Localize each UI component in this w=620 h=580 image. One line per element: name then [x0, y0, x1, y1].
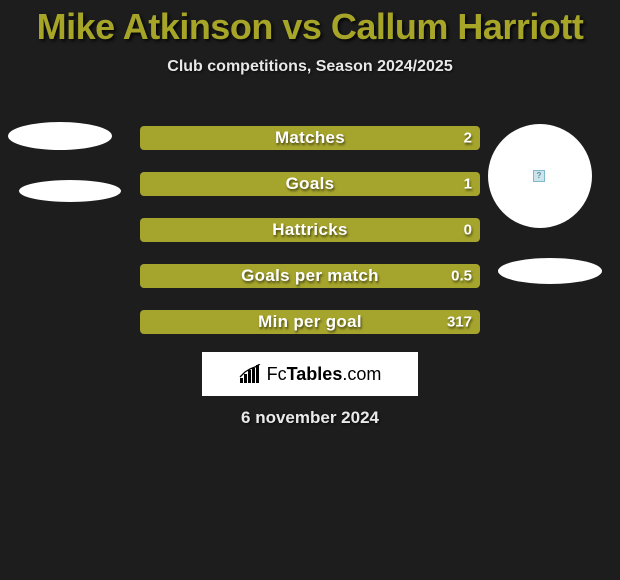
bar-label: Goals [140, 174, 480, 194]
decorative-ellipse [19, 180, 121, 202]
bars-icon [239, 364, 263, 384]
logo-text-bold: Tables [287, 364, 343, 384]
bar-label: Goals per match [140, 266, 480, 286]
decorative-ellipse [8, 122, 112, 150]
bar-label: Matches [140, 128, 480, 148]
bar-value-right: 0.5 [451, 268, 472, 285]
bar-label: Hattricks [140, 220, 480, 240]
bar-value-right: 1 [464, 176, 472, 193]
comparison-bars: Matches2Goals1Hattricks0Goals per match0… [140, 126, 480, 356]
stat-bar: Goals per match0.5 [140, 264, 480, 288]
stat-bar: Matches2 [140, 126, 480, 150]
bar-value-right: 317 [447, 314, 472, 331]
decorative-ellipse [498, 258, 602, 284]
logo-text: FcTables.com [267, 364, 382, 385]
date-text: 6 november 2024 [0, 408, 620, 428]
page-subtitle: Club competitions, Season 2024/2025 [0, 58, 620, 76]
logo-text-post: .com [342, 364, 381, 384]
bar-label: Min per goal [140, 312, 480, 332]
bar-value-right: 0 [464, 222, 472, 239]
stat-bar: Min per goal317 [140, 310, 480, 334]
fctables-logo: FcTables.com [202, 352, 418, 396]
logo-text-pre: Fc [267, 364, 287, 384]
stat-bar: Hattricks0 [140, 218, 480, 242]
bar-value-right: 2 [464, 130, 472, 147]
page-title: Mike Atkinson vs Callum Harriott [0, 0, 620, 48]
broken-image-icon: ? [533, 170, 545, 182]
stat-bar: Goals1 [140, 172, 480, 196]
